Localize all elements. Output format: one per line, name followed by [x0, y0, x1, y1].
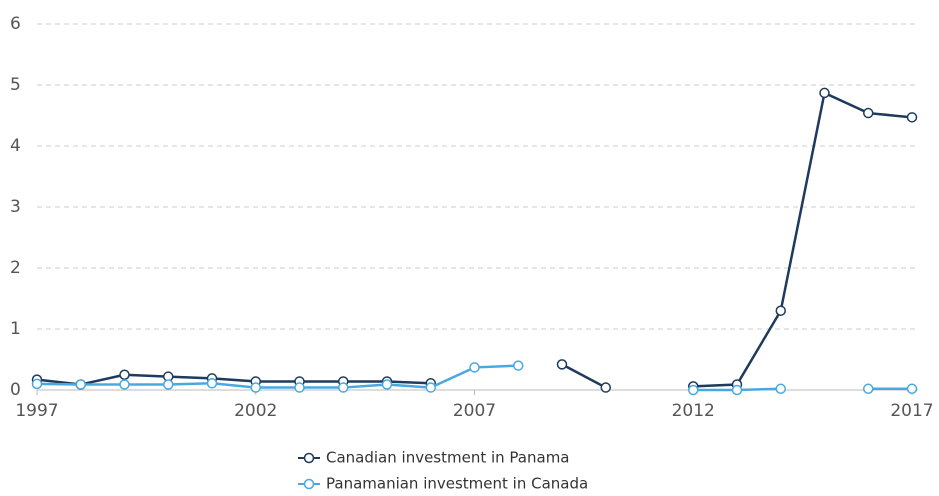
data-point [294, 382, 305, 393]
data-point [250, 382, 261, 393]
legend-marker [303, 452, 315, 464]
x-tick-label: 1997 [15, 401, 58, 421]
legend-marker [303, 478, 315, 490]
data-point [513, 360, 524, 371]
data-point [775, 305, 786, 316]
y-tick-label: 2 [10, 258, 21, 278]
data-point [119, 379, 130, 390]
data-point [775, 383, 786, 395]
y-tick-label: 0 [10, 380, 21, 400]
x-tick-label: 2017 [890, 401, 933, 421]
series-line [36, 364, 519, 389]
data-point [863, 383, 874, 395]
series-line [561, 363, 607, 389]
data-point [731, 384, 743, 396]
y-tick-label: 5 [10, 75, 21, 95]
data-point [819, 87, 830, 99]
data-point [906, 383, 918, 395]
legend: Canadian investment in Panama Panamanian … [298, 449, 588, 493]
series-line [36, 373, 431, 386]
y-tick-label: 3 [10, 197, 21, 217]
legend-label: Panamanian investment in Canada [326, 475, 588, 493]
x-tick-label: 2012 [672, 401, 715, 421]
legend-label: Canadian investment in Panama [326, 449, 570, 467]
series-line [693, 91, 913, 388]
data-point [381, 379, 393, 390]
y-tick-label: 6 [10, 14, 21, 34]
x-tick-label: 2007 [453, 401, 496, 421]
data-point [688, 384, 699, 396]
data-point [31, 378, 43, 390]
y-tick-label: 4 [10, 136, 21, 156]
data-point [863, 107, 874, 119]
data-point [906, 112, 918, 123]
data-point [338, 382, 349, 393]
data-point [425, 382, 436, 393]
x-tick-label: 2002 [234, 401, 277, 421]
data-point [206, 378, 218, 389]
data-point [163, 379, 174, 390]
data-point [75, 379, 86, 390]
y-tick-label: 1 [10, 319, 21, 339]
data-point [556, 359, 568, 370]
data-point [119, 369, 130, 380]
data-point [600, 382, 611, 393]
data-point [469, 362, 480, 373]
